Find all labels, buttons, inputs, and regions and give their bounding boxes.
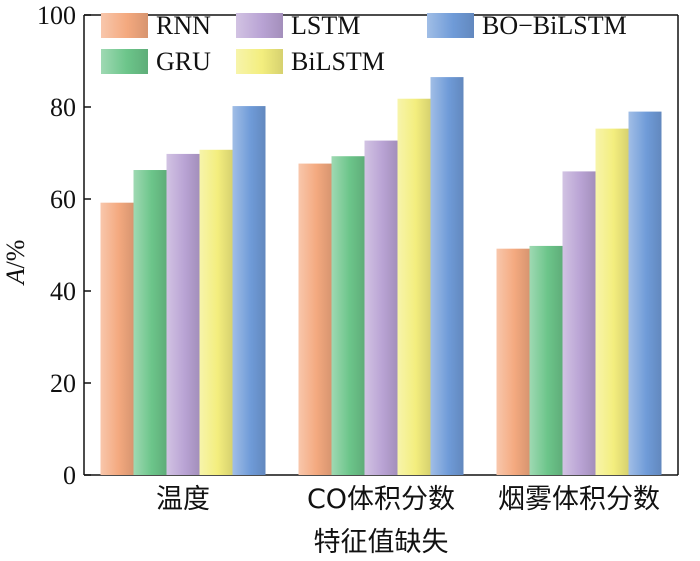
legend-swatch bbox=[236, 13, 283, 38]
legend-label: BO−BiLSTM bbox=[482, 11, 627, 40]
bar-bilstm-2 bbox=[595, 128, 629, 475]
y-tick-label: 60 bbox=[50, 185, 76, 214]
bar-bobilstm-2 bbox=[628, 111, 662, 475]
bars bbox=[100, 77, 662, 476]
bar-gru-1 bbox=[331, 156, 365, 475]
bar-lstm-0 bbox=[166, 153, 200, 476]
y-axis-label: A/% bbox=[1, 240, 30, 287]
legend: RNN GRU LSTM BiLSTM BO−BiLSTM bbox=[101, 11, 627, 76]
bar-bilstm-1 bbox=[397, 98, 431, 475]
bar-bobilstm-0 bbox=[232, 106, 266, 475]
y-tick-label: 40 bbox=[50, 277, 76, 306]
legend-label: BiLSTM bbox=[291, 47, 385, 76]
bar-gru-0 bbox=[133, 170, 167, 475]
x-tick-label: CO体积分数 bbox=[307, 484, 455, 515]
y-tick-label: 100 bbox=[37, 1, 76, 30]
legend-label: GRU bbox=[156, 47, 211, 76]
y-tick-label: 80 bbox=[50, 93, 76, 122]
axes: 0 20 40 60 80 100 温度 CO体积分数 烟雾体积分数 bbox=[37, 1, 679, 515]
x-tick-label: 温度 bbox=[156, 484, 210, 515]
bar-rnn-0 bbox=[100, 202, 134, 475]
bar-gru-2 bbox=[529, 245, 563, 475]
bar-rnn-2 bbox=[496, 248, 530, 475]
y-tick-label: 20 bbox=[50, 369, 76, 398]
bar-lstm-1 bbox=[364, 140, 398, 475]
legend-swatch bbox=[427, 13, 474, 38]
bar-rnn-1 bbox=[298, 163, 332, 475]
legend-swatch bbox=[101, 49, 148, 74]
bar-bilstm-0 bbox=[199, 149, 233, 475]
legend-swatch bbox=[101, 13, 148, 38]
x-tick-label: 烟雾体积分数 bbox=[498, 484, 660, 515]
legend-label: RNN bbox=[156, 11, 211, 40]
y-tick-label: 0 bbox=[63, 461, 76, 490]
bar-lstm-2 bbox=[562, 171, 596, 475]
bar-bobilstm-1 bbox=[430, 77, 464, 475]
legend-swatch bbox=[236, 49, 283, 74]
x-axis-label: 特征值缺失 bbox=[314, 527, 449, 558]
legend-label: LSTM bbox=[291, 11, 360, 40]
